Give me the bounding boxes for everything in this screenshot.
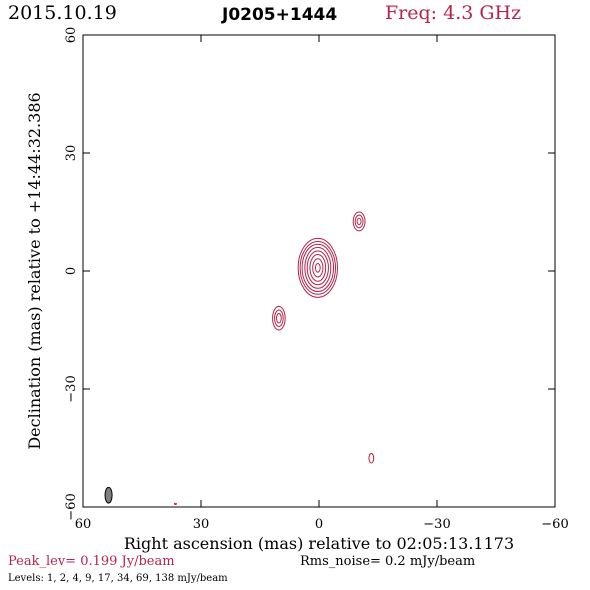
contour-levels: Levels: 1, 2, 4, 9, 17, 34, 69, 138 mJy/… (8, 573, 228, 584)
x-axis-title: Right ascension (mas) relative to 02:05:… (124, 534, 514, 553)
contour-line (276, 312, 282, 324)
contour-line (274, 309, 284, 327)
rms-noise: Rms_noise= 0.2 mJy/beam (300, 554, 476, 569)
source-name: J0205+1444 (222, 5, 338, 25)
contour-line (309, 253, 327, 282)
contour-line (368, 453, 375, 464)
contour-line (306, 250, 329, 286)
contour-line (352, 211, 366, 232)
contour-line (272, 305, 286, 331)
contour-line (299, 241, 337, 295)
plot-frame (82, 34, 556, 508)
contour-line (173, 502, 177, 505)
observation-date: 2015.10.19 (8, 2, 117, 24)
x-tick-label: −30 (423, 517, 450, 532)
peak-level: Peak_lev= 0.199 Jy/beam (8, 554, 175, 569)
y-axis-title: Declination (mas) relative to +14:44:32.… (25, 92, 44, 449)
x-tick-label: −60 (541, 517, 568, 532)
contour-line (356, 217, 362, 226)
contour-line (297, 237, 338, 298)
x-tick-label: 60 (75, 517, 92, 532)
x-tick-label: 0 (315, 517, 323, 532)
contour-line (301, 243, 335, 292)
y-tick-label: −60 (64, 493, 79, 520)
contour-line (354, 214, 364, 229)
contour-line (314, 263, 321, 273)
y-tick-label: 0 (64, 267, 79, 275)
contour-line (312, 258, 324, 278)
frequency-label: Freq: 4.3 GHz (385, 2, 522, 24)
y-tick-label: 60 (64, 27, 79, 44)
beam-ellipse (104, 486, 113, 504)
y-tick-label: 30 (64, 145, 79, 162)
y-tick-label: −30 (64, 375, 79, 402)
x-tick-label: 30 (193, 517, 210, 532)
contour-line (304, 246, 332, 289)
